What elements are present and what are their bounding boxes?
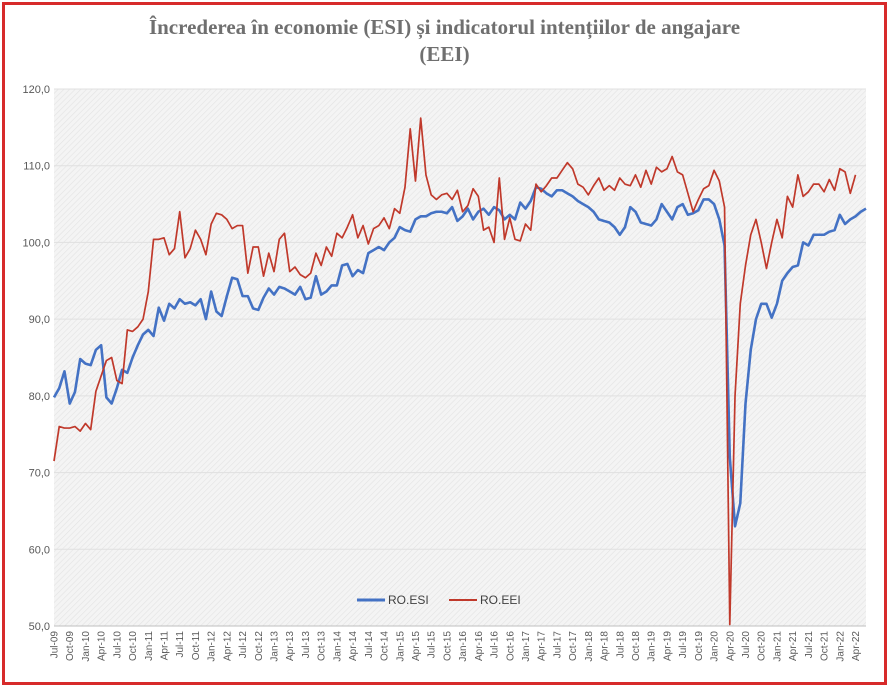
y-tick-label: 80,0 — [29, 391, 50, 403]
x-tick-label: Jul-19 — [678, 631, 689, 659]
x-tick-label: Jan-16 — [458, 631, 469, 662]
series-lines — [52, 117, 867, 626]
x-tick-label: Oct-13 — [317, 631, 328, 661]
x-tick-label: Apr-15 — [411, 631, 422, 661]
series-line-ro-esi — [52, 185, 867, 528]
y-axis: 50,0 60,0 70,0 80,0 90,0 100,0 110,0 120,0 — [22, 84, 50, 633]
x-tick-label: Apr-10 — [97, 631, 108, 661]
x-tick-label: Jul-14 — [364, 631, 375, 659]
y-tick-label: 70,0 — [29, 468, 50, 480]
x-tick-label: Oct-09 — [65, 631, 76, 661]
x-tick-label: Oct-15 — [442, 631, 453, 661]
x-tick-label: Jan-22 — [835, 631, 846, 662]
x-tick-label: Jul-18 — [615, 631, 626, 659]
x-tick-label: Jul-17 — [552, 631, 563, 659]
x-tick-label: Apr-20 — [725, 631, 736, 661]
x-tick-label: Oct-16 — [505, 631, 516, 661]
x-tick-label: Oct-17 — [568, 631, 579, 661]
x-tick-label: Apr-13 — [285, 631, 296, 661]
y-tick-label: 50,0 — [29, 621, 50, 633]
x-tick-label: Oct-12 — [254, 631, 265, 661]
y-tick-label: 100,0 — [22, 237, 50, 249]
chart-title-line-1: Încrederea în economie (ESI) și indicato… — [148, 15, 741, 39]
x-tick-label: Oct-21 — [820, 631, 831, 661]
x-tick-label: Jan-14 — [332, 631, 343, 662]
x-tick-label: Oct-20 — [757, 631, 768, 661]
x-tick-label: Jan-13 — [270, 631, 281, 662]
x-tick-label: Oct-11 — [191, 631, 202, 661]
x-tick-label: Jul-16 — [490, 631, 501, 659]
chart-title: Încrederea în economie (ESI) și indicato… — [0, 14, 889, 68]
x-tick-label: Jul-21 — [804, 631, 815, 659]
x-tick-label: Apr-14 — [348, 631, 359, 661]
x-tick-label: Jan-15 — [395, 631, 406, 662]
x-tick-label: Jan-19 — [647, 631, 658, 662]
x-tick-label: Apr-21 — [788, 631, 799, 661]
legend-label: RO.EEI — [480, 593, 521, 607]
x-tick-label: Jan-21 — [772, 631, 783, 662]
x-tick-label: Jul-11 — [175, 631, 186, 658]
x-tick-label: Jan-11 — [144, 631, 155, 661]
x-tick-label: Jul-13 — [301, 631, 312, 659]
x-tick-label: Apr-18 — [600, 631, 611, 661]
y-tick-label: 60,0 — [29, 544, 50, 556]
x-tick-label: Oct-10 — [128, 631, 139, 661]
x-tick-label: Jul-09 — [50, 631, 61, 659]
x-tick-label: Oct-19 — [694, 631, 705, 661]
x-tick-label: Jan-17 — [521, 631, 532, 662]
x-tick-label: Jul-10 — [112, 631, 123, 659]
x-tick-label: Apr-17 — [537, 631, 548, 661]
series-line-ro-eei — [53, 117, 857, 626]
y-tick-label: 110,0 — [23, 161, 50, 173]
legend-label: RO.ESI — [388, 593, 429, 607]
x-tick-label: Jan-10 — [81, 631, 92, 662]
x-tick-label: Apr-11 — [160, 631, 171, 661]
x-tick-label: Apr-19 — [662, 631, 673, 661]
x-tick-label: Jul-15 — [427, 631, 438, 659]
x-tick-label: Jan-12 — [207, 631, 218, 662]
x-tick-label: Jul-12 — [238, 631, 249, 659]
x-tick-label: Apr-22 — [851, 631, 862, 661]
x-tick-label: Apr-12 — [222, 631, 233, 661]
x-tick-label: Jan-18 — [584, 631, 595, 662]
x-tick-label: Apr-16 — [474, 631, 485, 661]
x-tick-label: Oct-14 — [380, 631, 391, 661]
x-axis: Jul-09 Oct-09 Jan-10 Apr-10 Jul-10 Oct-10 Jan-… — [50, 631, 863, 662]
y-tick-label: 120,0 — [22, 84, 50, 96]
plot-area — [54, 89, 866, 626]
x-tick-label: Oct-18 — [631, 631, 642, 661]
chart-title-line-2: (EEI) — [419, 42, 470, 66]
x-tick-label: Jan-20 — [710, 631, 721, 662]
x-tick-label: Jul-20 — [741, 631, 752, 659]
y-tick-label: 90,0 — [29, 314, 50, 326]
legend: RO.ESI RO.EEI — [357, 593, 521, 607]
